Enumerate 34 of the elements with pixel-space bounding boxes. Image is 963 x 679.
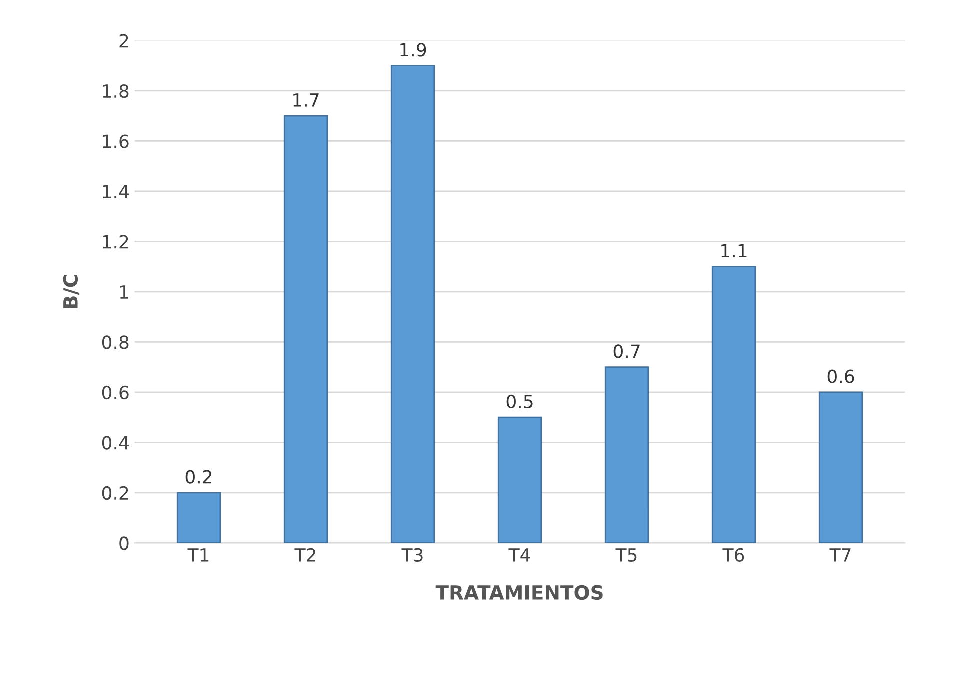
data-label: 1.7 <box>294 94 319 107</box>
bar <box>498 416 542 544</box>
y-tick-label: 2 <box>120 34 128 48</box>
data-label: 1.9 <box>400 43 426 57</box>
x-tick-label: T7 <box>830 548 851 562</box>
x-tick-label: T6 <box>722 548 744 562</box>
y-tick-label: 0.2 <box>102 486 128 500</box>
bar <box>818 392 864 544</box>
y-tick-label: 0 <box>120 536 129 550</box>
bar <box>176 492 222 544</box>
y-tick-label: 0.8 <box>102 336 129 350</box>
data-label: 1.1 <box>722 244 747 258</box>
bar <box>390 65 436 544</box>
y-tick-label: 1 <box>120 286 128 299</box>
y-tick-label: 0.4 <box>102 436 129 450</box>
data-label: 0.5 <box>506 394 533 409</box>
y-tick-label: 1.4 <box>103 185 129 198</box>
bar <box>604 366 650 544</box>
x-tick-label: T3 <box>402 548 423 562</box>
y-tick-label: 0.6 <box>102 386 129 400</box>
x-axis-title: TRATAMIENTOS <box>436 585 603 600</box>
x-tick-label: T5 <box>616 548 637 562</box>
x-tick-label: T1 <box>188 548 209 562</box>
x-tick-label: T4 <box>508 548 530 562</box>
y-axis-title: B/C <box>63 275 80 308</box>
bar <box>284 115 328 544</box>
y-tick-label: 1.8 <box>103 84 129 98</box>
data-label: 0.2 <box>186 470 212 484</box>
x-tick-label: T2 <box>294 548 316 562</box>
data-label: 0.7 <box>614 344 640 358</box>
bar <box>712 266 756 544</box>
y-tick-label: 1.6 <box>103 134 129 148</box>
data-label: 0.6 <box>828 370 854 384</box>
y-tick-label: 1.2 <box>103 235 128 249</box>
